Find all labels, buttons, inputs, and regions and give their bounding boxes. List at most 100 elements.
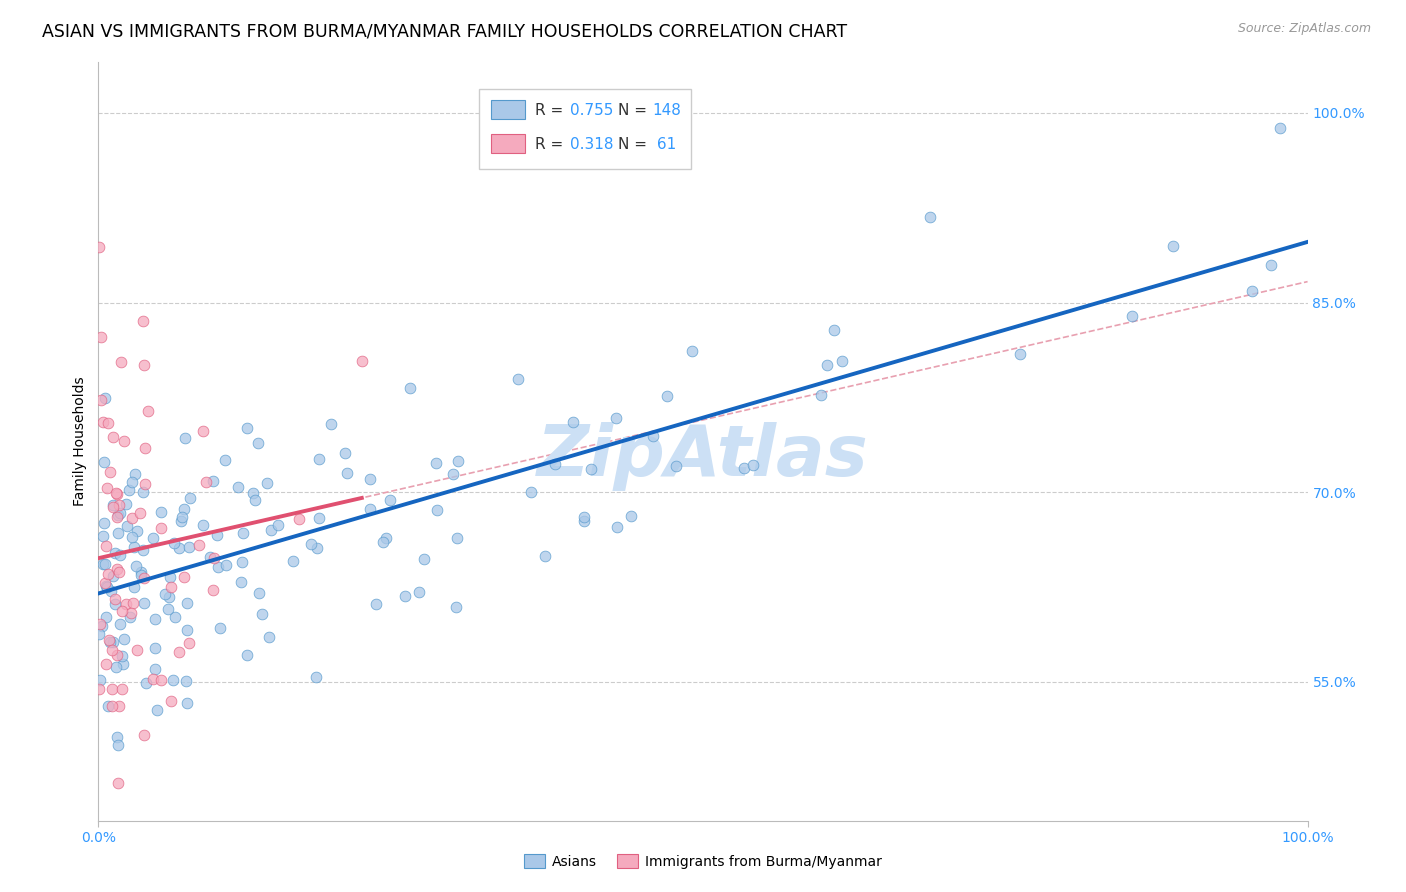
- Point: [94, 609, 117, 624]
- Point: [176, 623, 198, 637]
- Point: [104, 660, 127, 674]
- Point: [444, 600, 467, 615]
- Point: [132, 543, 155, 558]
- Point: [173, 570, 195, 584]
- Point: [101, 500, 124, 514]
- Point: [90, 619, 112, 633]
- Point: [226, 480, 249, 494]
- Point: [108, 498, 131, 512]
- Point: [160, 580, 183, 594]
- Point: [229, 574, 252, 589]
- Point: [179, 491, 201, 505]
- Point: [205, 527, 228, 541]
- Point: [134, 571, 156, 585]
- Point: [105, 510, 128, 524]
- Point: [425, 456, 447, 470]
- Point: [665, 458, 688, 473]
- Point: [733, 461, 755, 475]
- Point: [127, 643, 149, 657]
- Point: [143, 640, 166, 655]
- Point: [831, 353, 853, 368]
- Point: [98, 635, 121, 649]
- Point: [243, 492, 266, 507]
- Text: ZipAtlas: ZipAtlas: [537, 422, 869, 491]
- Point: [96, 580, 118, 594]
- Point: [107, 508, 129, 522]
- Point: [89, 681, 111, 696]
- Point: [299, 537, 322, 551]
- Text: R =: R =: [534, 136, 564, 152]
- Point: [122, 540, 145, 554]
- Point: [250, 607, 273, 621]
- Point: [107, 776, 129, 790]
- Point: [104, 486, 127, 500]
- Point: [177, 636, 200, 650]
- Point: [249, 586, 271, 600]
- Point: [112, 632, 135, 646]
- Point: [89, 673, 111, 687]
- Point: [121, 511, 143, 525]
- Point: [426, 503, 449, 517]
- Point: [378, 493, 401, 508]
- Text: N =: N =: [619, 136, 647, 152]
- Point: [446, 532, 468, 546]
- Point: [132, 596, 155, 610]
- Point: [111, 604, 134, 618]
- Point: [170, 509, 193, 524]
- Point: [108, 565, 131, 579]
- Point: [810, 388, 832, 402]
- Point: [94, 579, 117, 593]
- Point: [173, 502, 195, 516]
- Point: [105, 730, 128, 744]
- Text: 0.755: 0.755: [569, 103, 613, 118]
- Point: [520, 485, 543, 500]
- Point: [108, 507, 131, 521]
- Point: [132, 728, 155, 742]
- Point: [101, 642, 124, 657]
- Point: [94, 575, 117, 590]
- Point: [101, 430, 124, 444]
- Y-axis label: Family Households: Family Households: [73, 376, 87, 507]
- Point: [281, 553, 304, 567]
- Point: [163, 609, 186, 624]
- Point: [169, 541, 191, 556]
- Point: [176, 697, 198, 711]
- Point: [308, 511, 330, 525]
- Point: [149, 505, 172, 519]
- Point: [121, 596, 143, 610]
- Point: [90, 393, 112, 408]
- Point: [394, 589, 416, 603]
- Point: [104, 546, 127, 560]
- Point: [441, 467, 464, 481]
- Point: [120, 610, 142, 624]
- Point: [117, 518, 139, 533]
- Point: [236, 420, 259, 434]
- Point: [91, 528, 114, 542]
- Point: [641, 429, 664, 443]
- Point: [131, 485, 153, 500]
- Point: [90, 330, 112, 344]
- Point: [94, 539, 117, 553]
- Point: [93, 516, 115, 531]
- Point: [120, 606, 142, 620]
- Point: [134, 476, 156, 491]
- Point: [101, 498, 124, 512]
- Point: [1241, 284, 1264, 298]
- Point: [94, 391, 117, 405]
- Point: [620, 508, 643, 523]
- Point: [506, 371, 529, 385]
- Point: [562, 415, 585, 429]
- Point: [129, 506, 152, 520]
- Point: [188, 538, 211, 552]
- Text: 148: 148: [652, 103, 681, 118]
- Point: [96, 481, 118, 495]
- Point: [125, 558, 148, 573]
- Bar: [492, 100, 526, 120]
- Point: [207, 560, 229, 574]
- Point: [100, 698, 122, 713]
- Point: [1270, 120, 1292, 135]
- Point: [101, 569, 124, 583]
- Point: [177, 540, 200, 554]
- Point: [96, 657, 118, 671]
- Text: R =: R =: [534, 103, 564, 118]
